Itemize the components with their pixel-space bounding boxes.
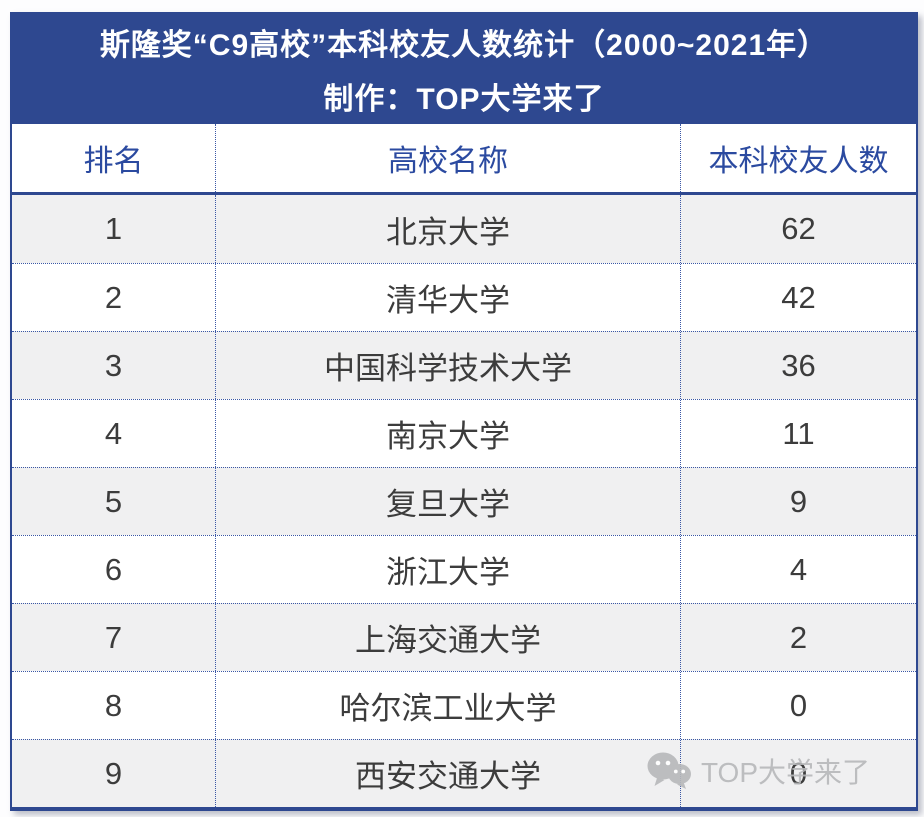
table-row: 1 北京大学 62 (12, 195, 916, 263)
cell-count: 36 (680, 332, 916, 399)
cell-count: 62 (680, 195, 916, 263)
column-header-rank: 排名 (83, 145, 144, 178)
cell-name: 哈尔滨工业大学 (215, 672, 680, 739)
cell-rank: 6 (104, 551, 123, 587)
table-row: 5 复旦大学 9 (12, 467, 916, 535)
cell-name: 北京大学 (215, 195, 680, 263)
title-banner: 斯隆奖“C9高校”本科校友人数统计（2000~2021年） 制作：TOP大学来了 (12, 14, 916, 124)
table-row: 8 哈尔滨工业大学 0 (12, 671, 916, 739)
cell-rank: 2 (104, 279, 123, 315)
column-header-university: 高校名称 (215, 124, 680, 192)
table-subtitle: 制作：TOP大学来了 (323, 83, 605, 116)
table-row: 9 西安交通大学 0 (12, 739, 916, 807)
cell-rank: 7 (104, 619, 123, 655)
cell-rank: 8 (104, 687, 123, 723)
table-body: 1 北京大学 62 2 清华大学 42 3 中国科学技术大学 36 4 南京大学 11 5 复旦大学 9 6 浙… (12, 195, 916, 807)
table-title: 斯隆奖“C9高校”本科校友人数统计（2000~2021年） (99, 29, 829, 62)
cell-name: 西安交通大学 (215, 740, 680, 807)
cell-count: 2 (680, 604, 916, 671)
cell-count: 0 (680, 672, 916, 739)
cell-rank: 3 (104, 347, 123, 383)
cell-name: 复旦大学 (215, 468, 680, 535)
cell-name: 浙江大学 (215, 536, 680, 603)
cell-count: 9 (680, 468, 916, 535)
cell-rank: 4 (104, 415, 123, 451)
cell-count: 0 (680, 740, 916, 807)
stats-table-card: 斯隆奖“C9高校”本科校友人数统计（2000~2021年） 制作：TOP大学来了… (10, 12, 918, 811)
cell-rank: 5 (104, 483, 123, 519)
cell-count: 4 (680, 536, 916, 603)
cell-name: 中国科学技术大学 (215, 332, 680, 399)
table-row: 3 中国科学技术大学 36 (12, 331, 916, 399)
cell-count: 42 (680, 264, 916, 331)
cell-rank: 9 (104, 755, 123, 791)
table-row: 7 上海交通大学 2 (12, 603, 916, 671)
cell-name: 清华大学 (215, 264, 680, 331)
table-row: 6 浙江大学 4 (12, 535, 916, 603)
cell-name: 南京大学 (215, 400, 680, 467)
table-row: 2 清华大学 42 (12, 263, 916, 331)
column-header-alumni-count: 本科校友人数 (680, 124, 916, 192)
table-row: 4 南京大学 11 (12, 399, 916, 467)
cell-count: 11 (680, 400, 916, 467)
cell-name: 上海交通大学 (215, 604, 680, 671)
table-header-row: 排名 高校名称 本科校友人数 (12, 124, 916, 195)
cell-rank: 1 (104, 211, 123, 246)
